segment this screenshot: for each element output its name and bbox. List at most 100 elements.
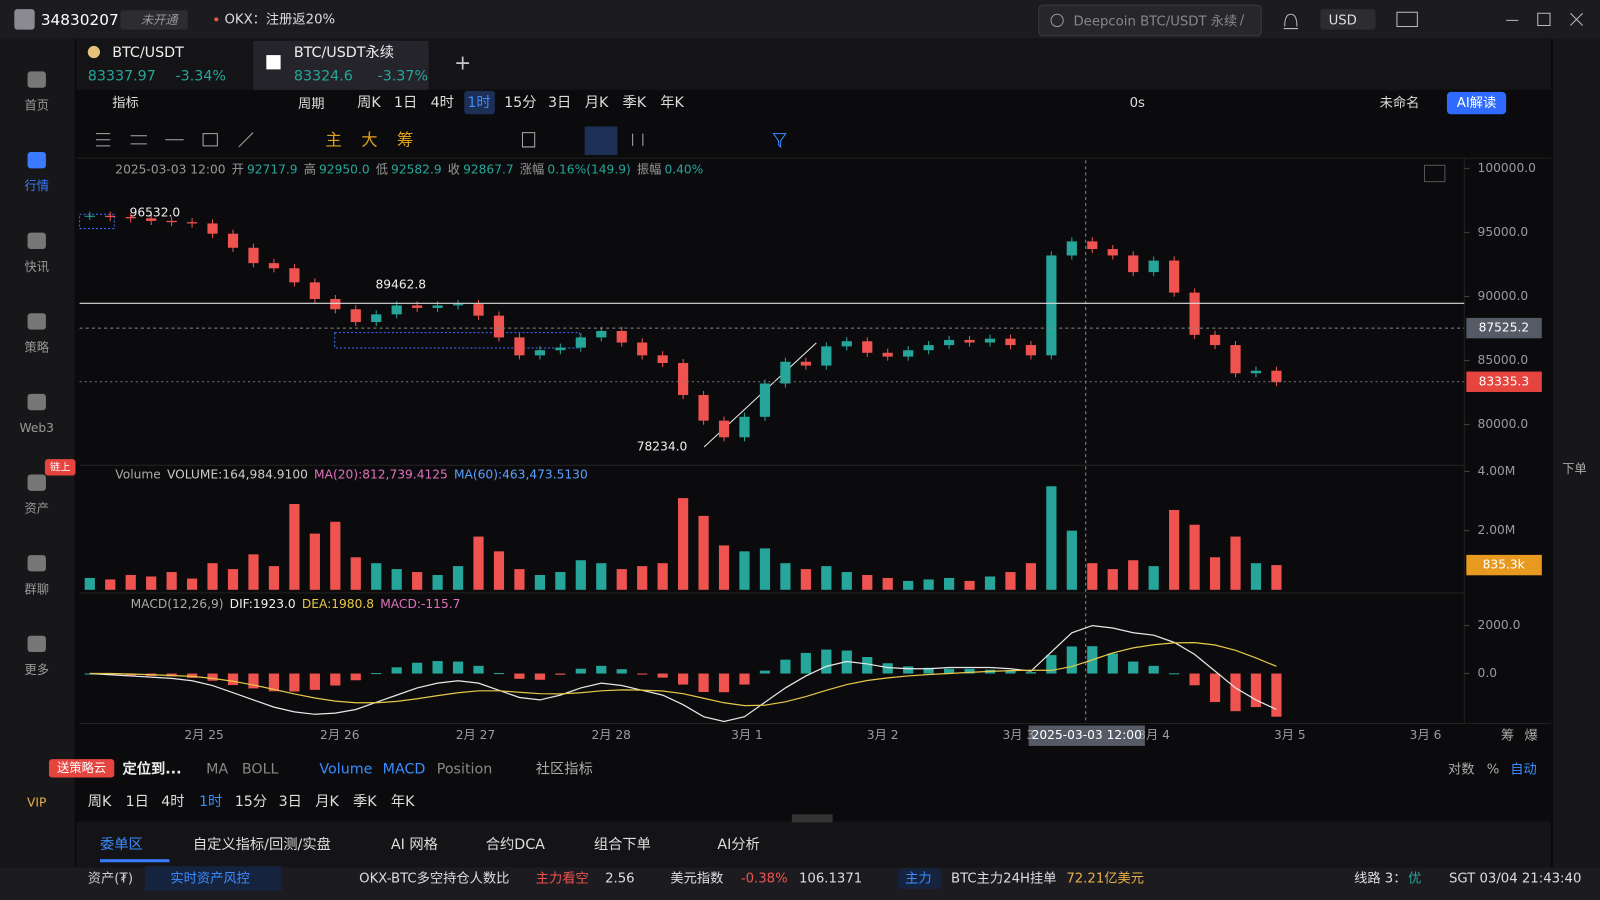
active-tab[interactable] xyxy=(253,40,429,90)
interval[interactable]: 15分 xyxy=(235,793,267,810)
main-indicator[interactable]: MA xyxy=(206,761,228,777)
tab-change: -3.34% xyxy=(176,69,226,85)
add-tab[interactable]: + xyxy=(454,50,471,74)
axis-tool[interactable]: 爆 xyxy=(1524,728,1537,744)
macd-bar xyxy=(350,673,361,681)
interval[interactable]: 15分 xyxy=(504,94,536,111)
interval[interactable]: 季K xyxy=(622,94,646,111)
ai-button[interactable] xyxy=(1446,91,1507,115)
locate-button[interactable]: 定位到... xyxy=(122,759,181,777)
nav-icon[interactable] xyxy=(27,232,46,249)
community[interactable]: 社区指标 xyxy=(536,760,593,777)
nav-label[interactable]: 快讯 xyxy=(24,260,48,274)
bottom-tab[interactable]: 委单区 xyxy=(100,836,143,853)
expand-icon[interactable] xyxy=(1423,164,1446,183)
interval[interactable]: 1日 xyxy=(394,95,417,111)
interval[interactable]: 1时 xyxy=(467,94,490,111)
interval[interactable]: 3日 xyxy=(548,95,571,111)
search-box[interactable] xyxy=(1038,4,1262,37)
filter-icon[interactable] xyxy=(772,133,787,149)
nav-icon[interactable] xyxy=(27,555,46,572)
nav-label[interactable]: Web3 xyxy=(20,421,54,435)
candle xyxy=(739,416,750,438)
scale-option[interactable]: % xyxy=(1487,762,1500,777)
x-tick-label: 3月 6 xyxy=(1410,728,1442,742)
drag-handle[interactable] xyxy=(791,814,833,823)
nav-icon[interactable] xyxy=(27,313,46,330)
interval[interactable]: 4时 xyxy=(431,94,454,111)
interval[interactable]: 月K xyxy=(585,95,609,111)
layout-name[interactable]: 未命名 xyxy=(1380,94,1420,111)
interval[interactable]: 1日 xyxy=(126,794,149,810)
interval[interactable]: 4时 xyxy=(161,793,184,810)
volume-bar xyxy=(207,563,218,590)
nav-icon[interactable] xyxy=(27,474,46,491)
sub-indicator[interactable]: MACD xyxy=(383,761,426,777)
drawing-tool[interactable]: 主 xyxy=(326,130,342,149)
scale-option[interactable]: 对数 xyxy=(1448,761,1475,777)
macd-bar xyxy=(473,665,484,674)
drawing-icons[interactable] xyxy=(95,132,644,148)
axis-tool[interactable]: 筹 xyxy=(1501,727,1514,744)
nav-icon[interactable] xyxy=(27,152,46,169)
window-controls[interactable] xyxy=(1506,12,1584,27)
search-shortcut: / xyxy=(1240,13,1245,28)
volume-bar xyxy=(248,554,259,590)
order-button[interactable]: 下单 xyxy=(1562,462,1586,476)
interval[interactable]: 季K xyxy=(353,793,377,810)
nav-label[interactable]: 策略 xyxy=(24,339,49,354)
period-button[interactable]: 周期 xyxy=(298,96,325,112)
drawing-tool[interactable]: 大 xyxy=(361,130,377,149)
sub-indicator[interactable]: Volume xyxy=(319,761,372,777)
volume-bar xyxy=(575,560,586,590)
nav-label[interactable]: 资产 xyxy=(24,502,48,516)
indicator-button[interactable]: 指标 xyxy=(112,95,139,111)
nav-label[interactable]: 更多 xyxy=(24,663,48,677)
nav-label[interactable]: 群聊 xyxy=(24,582,48,596)
range-box xyxy=(334,332,581,349)
interval[interactable]: 3日 xyxy=(279,794,302,810)
bottom-tab[interactable]: AI分析 xyxy=(717,836,760,853)
currency-box[interactable] xyxy=(1320,9,1376,30)
bottom-tab[interactable]: AI 网格 xyxy=(391,836,438,853)
y-tick-label: 2.00M xyxy=(1478,523,1516,537)
risk-button[interactable] xyxy=(144,866,282,891)
tab-name[interactable]: BTC/USDT永续 xyxy=(294,44,394,61)
candle xyxy=(1087,241,1098,250)
drawing-tool[interactable]: 筹 xyxy=(397,130,413,149)
bottom-tab[interactable]: 组合下单 xyxy=(594,836,651,853)
mail-icon[interactable] xyxy=(1396,11,1418,28)
tab-name[interactable]: BTC/USDT xyxy=(112,45,184,61)
volume-bar xyxy=(473,536,484,590)
nav-label[interactable]: 首页 xyxy=(24,99,48,113)
macd-bar xyxy=(391,667,402,674)
ai-button-label[interactable]: AI解读 xyxy=(1457,95,1496,111)
macd-bar xyxy=(678,673,689,685)
nav-icon[interactable] xyxy=(27,393,46,411)
nav-icon[interactable] xyxy=(27,71,46,88)
candle xyxy=(984,338,996,343)
interval[interactable]: 周K xyxy=(357,95,381,111)
interval[interactable]: 1时 xyxy=(199,793,222,810)
status-main-tag: 主力 xyxy=(905,871,932,887)
interval[interactable]: 年K xyxy=(391,793,415,810)
bottom-tab[interactable]: 合约DCA xyxy=(486,836,545,853)
interval[interactable]: 周K xyxy=(88,794,112,810)
vip[interactable]: VIP xyxy=(27,796,46,810)
sub-indicator[interactable]: Position xyxy=(437,761,493,777)
main-indicator[interactable]: BOLL xyxy=(242,761,279,777)
currency[interactable]: USD xyxy=(1329,13,1357,28)
interval[interactable]: 年K xyxy=(660,94,684,111)
bell-icon[interactable] xyxy=(1283,13,1298,30)
scale-option[interactable]: 自动 xyxy=(1510,761,1537,777)
nav-label[interactable]: 行情 xyxy=(24,179,48,193)
nav-icon[interactable] xyxy=(27,635,46,653)
candle xyxy=(268,263,280,269)
interval[interactable]: 月K xyxy=(315,794,339,810)
avatar[interactable] xyxy=(14,9,35,30)
volume-bar xyxy=(1271,565,1282,590)
volume-bar xyxy=(657,563,668,590)
bottom-tab[interactable]: 自定义指标/回测/实盘 xyxy=(193,835,331,853)
candle xyxy=(637,342,648,356)
left-sidebar xyxy=(0,38,75,868)
